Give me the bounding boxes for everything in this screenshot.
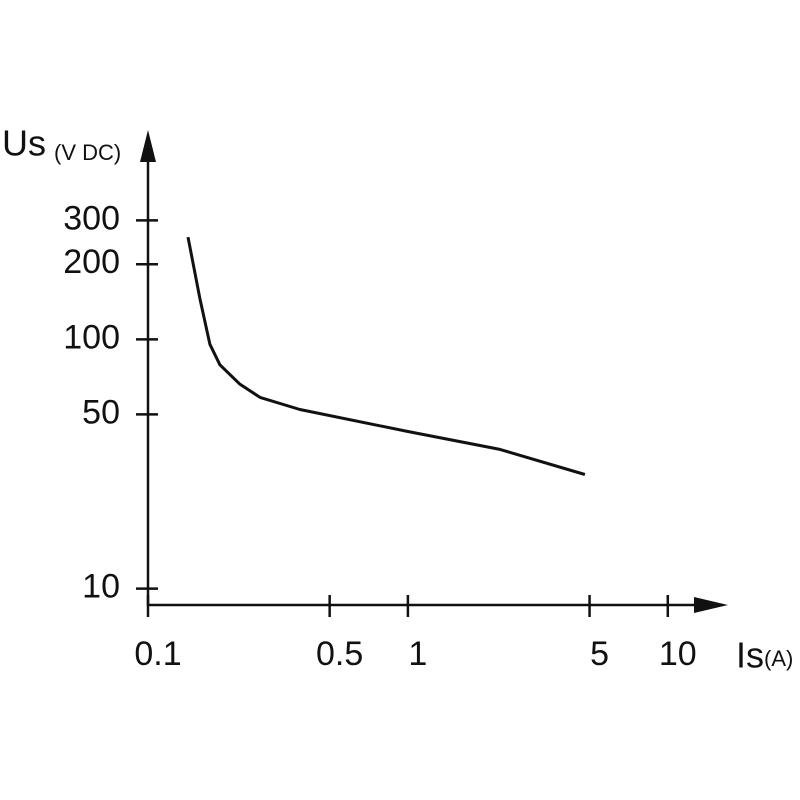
x-tick-label: 5	[590, 635, 609, 673]
x-tick-label: 1	[408, 635, 427, 673]
y-axis-label: Us	[2, 123, 46, 164]
y-tick-label: 50	[82, 393, 120, 431]
y-tick-label: 10	[82, 568, 120, 606]
data-line	[186, 236, 586, 476]
x-axis-arrow	[694, 597, 728, 613]
x-tick-label: 0.5	[316, 635, 363, 673]
y-tick-label: 300	[63, 199, 120, 237]
x-axis-unit: (A)	[764, 646, 793, 671]
x-tick-label: 0.1	[134, 635, 181, 673]
x-tick-label: 10	[659, 635, 697, 673]
y-axis-unit: (V DC)	[54, 140, 121, 165]
y-axis-arrow	[140, 130, 156, 162]
x-axis-label: Is	[736, 635, 764, 676]
y-tick-label: 200	[63, 243, 120, 281]
y-tick-label: 100	[63, 318, 120, 356]
